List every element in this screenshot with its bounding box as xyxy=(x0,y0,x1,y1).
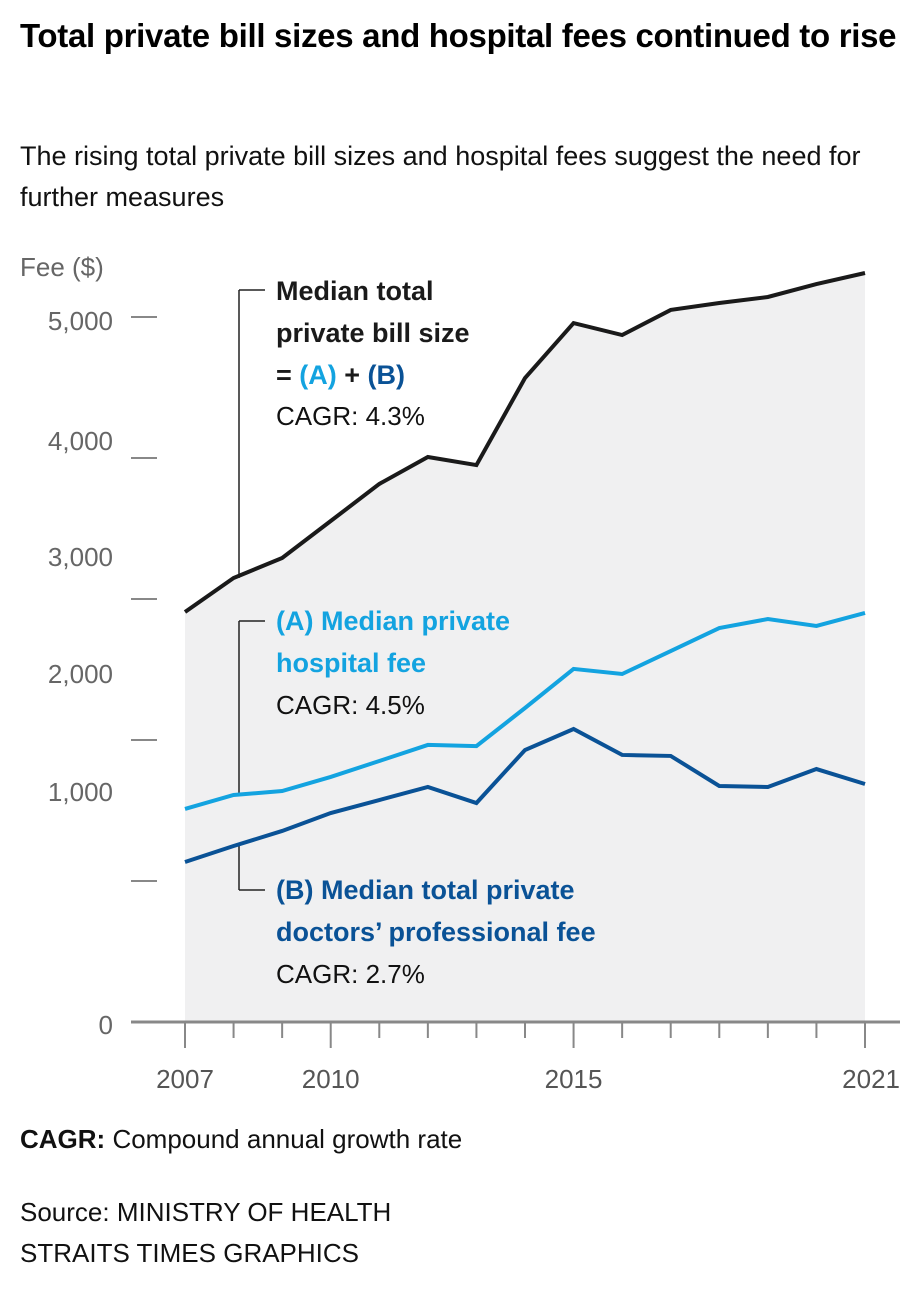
y-tick-label: 5,000 xyxy=(48,306,113,336)
total-area-fill xyxy=(185,273,865,1022)
total-series-label-line2: private bill size xyxy=(276,318,470,348)
formula-plus: + xyxy=(337,360,368,390)
doctors-fee-cagr: CAGR: 2.7% xyxy=(276,959,425,989)
total-series-cagr: CAGR: 4.3% xyxy=(276,401,425,431)
chart-subtitle: The rising total private bill sizes and … xyxy=(20,141,861,212)
x-tick-label: 2015 xyxy=(545,1064,603,1094)
formula-a: (A) xyxy=(299,360,336,390)
line-chart: 5,000 4,000 3,000 2,000 1,000 0 2007 2010 2015 20… xyxy=(20,252,900,1094)
y-tick-label: 0 xyxy=(99,1010,113,1040)
formula-b: (B) xyxy=(368,360,405,390)
total-series-label-line1: Median total xyxy=(276,276,434,306)
total-leader-line xyxy=(238,289,265,578)
hospital-fee-label-line1: (A) Median private xyxy=(276,606,510,636)
doctors-fee-label-line1: (B) Median total private xyxy=(276,875,575,905)
hospital-fee-label-line2: hospital fee xyxy=(276,648,426,678)
y-tick-label: 2,000 xyxy=(48,659,113,689)
formula-prefix: = xyxy=(276,360,299,390)
x-tick-label: 2007 xyxy=(156,1064,214,1094)
total-series-formula: = (A) + (B) xyxy=(276,360,405,390)
doctors-fee-label-line2: doctors’ professional fee xyxy=(276,917,596,947)
doctors-fee-leader-line xyxy=(238,846,265,891)
x-tick-label: 2010 xyxy=(302,1064,360,1094)
y-tick-label: 1,000 xyxy=(48,777,113,807)
y-tick-label: 3,000 xyxy=(48,542,113,572)
source-line-2: STRAITS TIMES GRAPHICS xyxy=(20,1238,360,1268)
cagr-definition: Compound annual growth rate xyxy=(105,1124,463,1154)
y-tick-label: 4,000 xyxy=(48,426,113,456)
source-note: Source: MINISTRY OF HEALTH STRAITS TIMES… xyxy=(20,1192,391,1274)
hospital-fee-leader-line xyxy=(238,620,265,795)
cagr-abbrev: CAGR: xyxy=(20,1124,106,1154)
cagr-footnote: CAGR: Compound annual growth rate xyxy=(20,1124,462,1155)
source-line-1: Source: MINISTRY OF HEALTH xyxy=(20,1197,392,1227)
chart-title: Total private bill sizes and hospital fe… xyxy=(20,17,897,54)
hospital-fee-cagr: CAGR: 4.5% xyxy=(276,690,425,720)
y-axis-title: Fee ($) xyxy=(20,252,104,282)
x-tick-label: 2021 xyxy=(842,1064,900,1094)
